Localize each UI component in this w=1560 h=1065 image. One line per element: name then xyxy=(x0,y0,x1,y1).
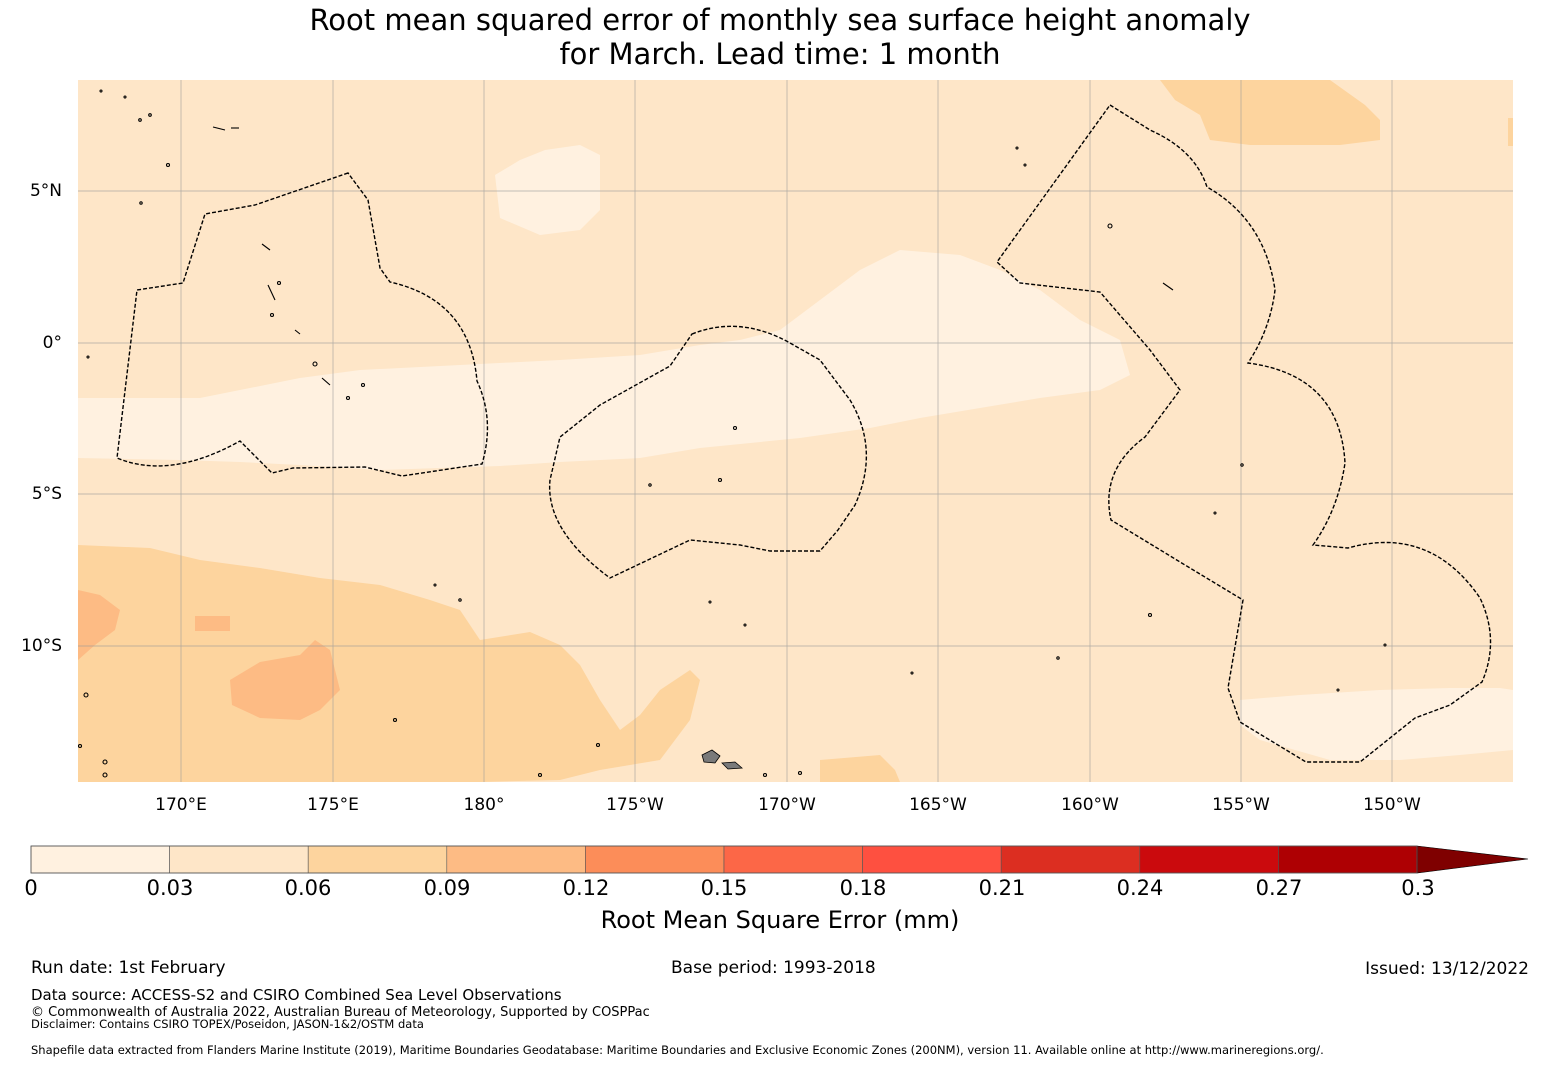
eez-boundaries xyxy=(116,104,1492,763)
colorbar-tick-0: 0 xyxy=(24,876,38,900)
field-patch-high-error-small xyxy=(195,616,230,631)
lat-label-5n: 5°N xyxy=(29,181,62,201)
colorbar-tick-1: 0.03 xyxy=(146,876,194,900)
colorbar-segment-3 xyxy=(446,845,586,874)
field-patch-medium-error-south xyxy=(820,755,900,782)
lon-label-180: 180° xyxy=(463,795,505,815)
copyright: © Commonwealth of Australia 2022, Austra… xyxy=(31,1005,650,1020)
colorbar-tick-3: 0.09 xyxy=(423,876,471,900)
colorbar-extend-arrow xyxy=(1416,845,1529,874)
lat-label-10s: 10°S xyxy=(21,636,62,656)
field-patch-medium-error-edge xyxy=(1508,118,1513,146)
field-region-medium-error xyxy=(78,545,700,782)
lon-label-175e: 175°E xyxy=(307,795,359,815)
lon-label-165w: 165°W xyxy=(909,795,967,815)
colorbar-tick-6: 0.18 xyxy=(839,876,887,900)
colorbar-tick-2: 0.06 xyxy=(284,876,332,900)
colorbar-segment-6 xyxy=(862,845,1002,874)
colorbar-frame xyxy=(30,845,1418,874)
eez-boundary-tokelau xyxy=(548,325,868,579)
disclaimer: Disclaimer: Contains CSIRO TOPEX/Poseido… xyxy=(31,1017,424,1031)
field-patch-medium-error-northeast xyxy=(1160,80,1380,145)
lon-label-155w: 155°W xyxy=(1212,795,1270,815)
colorbar-tick-4: 0.12 xyxy=(562,876,610,900)
field-patch-low-error-southeast xyxy=(1240,688,1513,760)
colorbar-tick-9: 0.27 xyxy=(1255,876,1303,900)
title-line-2: for March. Lead time: 1 month xyxy=(559,37,1001,71)
lon-label-175w: 175°W xyxy=(606,795,664,815)
lat-label-5s: 5°S xyxy=(31,484,62,504)
map-canvas xyxy=(30,80,1529,874)
colorbar-tick-10: 0.3 xyxy=(1401,876,1435,900)
eez-boundary-kiribati-line xyxy=(996,104,1492,763)
field-patch-low-error-north xyxy=(495,145,600,235)
colorbar-segment-0 xyxy=(30,845,170,874)
eez-boundary-kiribati-gilbert xyxy=(116,172,489,477)
colorbar-tick-7: 0.21 xyxy=(978,876,1026,900)
lon-label-160w: 160°W xyxy=(1061,795,1119,815)
field-patch-high-error-center xyxy=(230,640,340,720)
field-band-low-error xyxy=(78,250,1130,470)
base-period: Base period: 1993-2018 xyxy=(671,958,876,978)
field-patch-high-error-west xyxy=(78,590,120,660)
lon-label-170e: 170°E xyxy=(155,795,207,815)
colorbar-segment-1 xyxy=(169,845,309,874)
gridlines xyxy=(78,80,1513,782)
colorbar-segment-5 xyxy=(723,845,863,874)
colorbar-segment-9 xyxy=(1278,845,1418,874)
data-source: Data source: ACCESS-S2 and CSIRO Combine… xyxy=(31,986,562,1004)
samoa-islands xyxy=(701,749,743,770)
colorbar-tick-8: 0.24 xyxy=(1116,876,1164,900)
shapefile-credit: Shapefile data extracted from Flanders M… xyxy=(31,1043,1324,1057)
run-date: Run date: 1st February xyxy=(31,958,226,978)
colorbar xyxy=(30,845,1529,874)
colorbar-title: Root Mean Square Error (mm) xyxy=(600,906,960,934)
colorbar-segment-8 xyxy=(1139,845,1279,874)
lat-label-0: 0° xyxy=(42,333,62,353)
issued-date: Issued: 13/12/2022 xyxy=(1365,959,1529,979)
colorbar-segment-2 xyxy=(307,845,448,874)
title-line-1: Root mean squared error of monthly sea s… xyxy=(309,3,1251,37)
lon-label-150w: 150°W xyxy=(1363,795,1421,815)
lon-label-170w: 170°W xyxy=(758,795,816,815)
colorbar-segment-4 xyxy=(585,845,725,874)
islands xyxy=(77,89,1387,778)
colorbar-segment-7 xyxy=(1000,845,1141,874)
colorbar-tick-5: 0.15 xyxy=(700,876,748,900)
